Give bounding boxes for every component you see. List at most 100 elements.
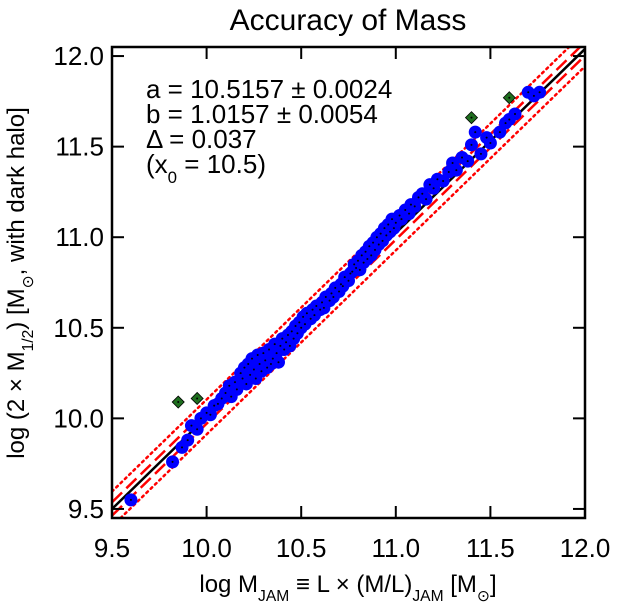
point-center [243, 366, 246, 369]
x-axis-label-part: [M [444, 571, 477, 598]
point-center [366, 257, 369, 260]
y-axis-label-part: ) [M [3, 288, 30, 329]
annotation: (x0 = 10.5) [146, 149, 266, 187]
y-axis-label-part: , with dark halo] [3, 107, 30, 275]
point-center [387, 223, 390, 226]
point-center [389, 230, 392, 233]
y-tick-label: 11.5 [55, 132, 104, 162]
x-axis-label-part: ⊙ [477, 588, 490, 603]
point-center [355, 267, 358, 270]
annotation-part: Δ = 0.037 [146, 124, 257, 154]
point-center [245, 382, 248, 385]
point-center [394, 221, 397, 224]
point-center [362, 261, 365, 264]
point-center [328, 299, 331, 302]
point-center [196, 428, 199, 431]
point-center [425, 198, 428, 201]
point-center [379, 232, 382, 235]
point-center [466, 160, 469, 163]
point-center [298, 321, 301, 324]
x-axis-label-part: log M [199, 571, 258, 598]
point-center [216, 402, 219, 405]
point-center [254, 377, 257, 380]
x-tick-label: 11.0 [371, 533, 420, 563]
point-center [286, 334, 289, 337]
point-center [239, 372, 242, 375]
point-center [181, 446, 184, 449]
point-center [199, 417, 202, 420]
y-tick-label: 12.0 [53, 41, 104, 71]
point-center [283, 348, 286, 351]
x-tick-label: 11.5 [466, 533, 515, 563]
point-center [489, 142, 492, 145]
y-axis-label-part: 1/2 [20, 330, 37, 352]
point-center [413, 205, 416, 208]
point-center [281, 337, 284, 340]
point-center [474, 131, 477, 134]
point-center [313, 314, 316, 317]
point-center [177, 401, 180, 404]
point-center [305, 312, 308, 315]
point-center [273, 343, 276, 346]
point-center [343, 276, 346, 279]
point-center [428, 183, 431, 186]
point-center [417, 196, 420, 199]
point-center [370, 254, 373, 257]
y-tick-label: 10.5 [53, 313, 104, 343]
point-center [205, 411, 208, 414]
plot-frame [110, 45, 587, 520]
point-center [400, 218, 403, 221]
point-center [377, 243, 380, 246]
point-center [364, 250, 367, 253]
point-center [432, 187, 435, 190]
y-axis-label-part: log (2 × M [3, 351, 30, 458]
point-center [332, 295, 335, 298]
x-axis-label-part: JAM [412, 588, 443, 603]
point-center [408, 212, 411, 215]
point-center [294, 324, 297, 327]
point-center [334, 286, 337, 289]
point-center [275, 352, 278, 355]
point-center [421, 192, 424, 195]
x-axis-label-part: JAM [258, 588, 289, 603]
point-center [513, 113, 516, 116]
point-center [311, 308, 314, 311]
point-center [230, 395, 233, 398]
point-center [383, 227, 386, 230]
point-center [338, 290, 341, 293]
point-center [233, 381, 236, 384]
point-center [451, 161, 454, 164]
point-center [268, 348, 271, 351]
y-axis-label-part: ⊙ [20, 275, 37, 288]
point-center [436, 178, 439, 181]
point-center [447, 170, 450, 173]
point-center [190, 424, 193, 427]
point-center [249, 373, 252, 376]
point-center [404, 209, 407, 212]
point-center [455, 169, 458, 172]
point-center [527, 91, 530, 94]
x-tick-label: 12.0 [560, 533, 611, 563]
point-center [351, 270, 354, 273]
point-center [360, 254, 363, 257]
point-center [349, 272, 352, 275]
point-center [296, 332, 299, 335]
point-center [309, 317, 312, 320]
point-center [485, 136, 488, 139]
x-tick-label: 9.5 [94, 533, 130, 563]
point-center [235, 388, 238, 391]
scatter-band-line [118, 65, 585, 518]
point-center [285, 341, 288, 344]
chart-title: Accuracy of Mass [230, 4, 467, 37]
point-center [358, 268, 361, 271]
point-center [461, 156, 464, 159]
point-center [470, 143, 473, 146]
point-center [391, 218, 394, 221]
point-center [171, 460, 174, 463]
point-center [290, 330, 293, 333]
point-center [277, 361, 280, 364]
x-axis-label-part: ] [490, 571, 497, 598]
point-center [292, 337, 295, 340]
point-center [271, 357, 274, 360]
